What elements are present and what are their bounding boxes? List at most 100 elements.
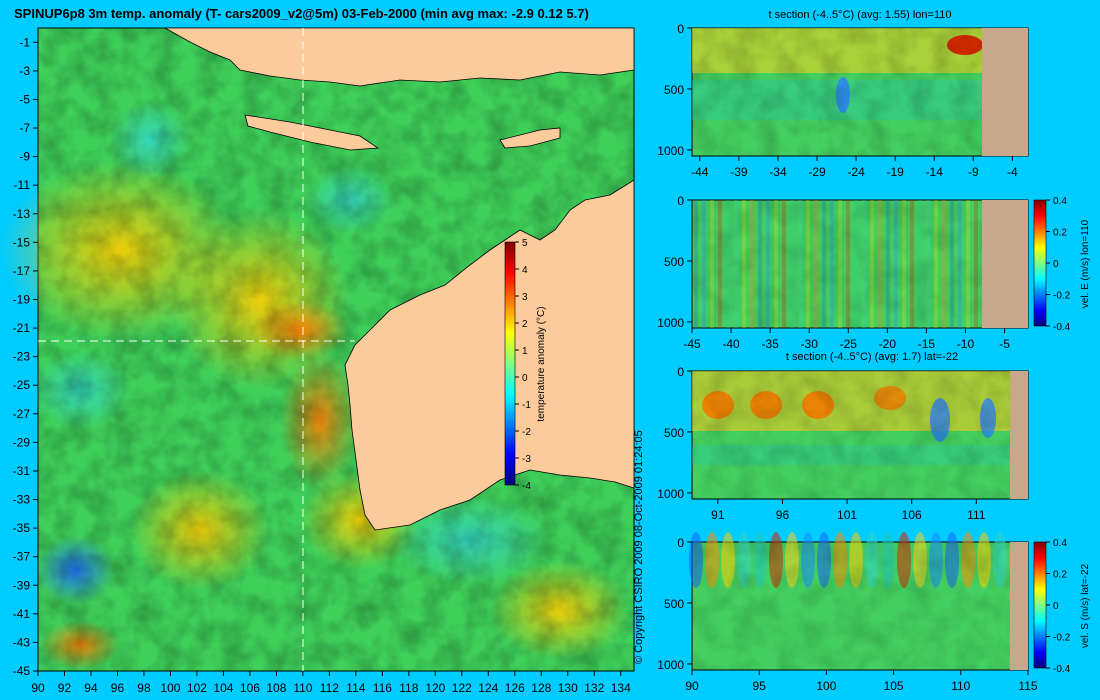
map-land-australia — [344, 179, 635, 531]
section-2-y-tick-label: 500 — [664, 255, 684, 269]
section-4-x-tick-label: 100 — [816, 679, 836, 693]
section-4-x-tick-label: 105 — [884, 679, 904, 693]
map-x-tick-label: 104 — [213, 681, 233, 695]
map-x-tick-label: 102 — [187, 681, 207, 695]
section-1-y-tick-label: 500 — [664, 83, 684, 97]
map-colorbar-gradient — [504, 241, 516, 486]
section-4-colorbar: 0.4 0.2 0 -0.2 -0.4 vel. S (m/s) lat=-22 — [1033, 538, 1091, 675]
section-2-x-tick-label: -35 — [761, 337, 779, 351]
section-3-y-tick-label: 0 — [677, 365, 684, 379]
map-y-tick-label: -33 — [13, 493, 31, 507]
map-x-tick-label: 114 — [346, 681, 365, 695]
section-1-x-tick-label: -14 — [926, 165, 944, 179]
map-y-ticks: -1 -3 -5 -7 -9 -11 -13 -15 -17 -19 -21 -23 -25 -27 -29… — [13, 35, 38, 678]
section-1-x-tick-label: -4 — [1007, 165, 1018, 179]
section-2-y-ticks: 0 500 1000 — [657, 194, 692, 330]
section-2-y-tick-label: 0 — [677, 194, 684, 208]
section-2-x-tick-label: -15 — [918, 337, 936, 351]
map-y-tick-label: -43 — [13, 635, 31, 649]
map-y-tick-label: -1 — [19, 35, 30, 49]
section-4-colorbar-tick-label: -0.4 — [1053, 664, 1071, 675]
map-x-tick-label: 128 — [531, 681, 551, 695]
section-3-x-tick-label: 91 — [711, 508, 725, 522]
map-y-tick-label: -31 — [13, 464, 31, 478]
section-4-colorbar-tick-label: 0.2 — [1053, 570, 1067, 581]
map-colorbar-ticks: 5 4 3 2 1 0 -1 -2 -3 -4 — [515, 238, 531, 492]
section-4-y-tick-label: 500 — [664, 597, 684, 611]
section-2-x-tick-label: -45 — [683, 337, 701, 351]
map-land-indonesia — [163, 27, 635, 87]
map-colorbar-label: temperature anomaly (°C) — [536, 306, 547, 421]
section-panel-1: t section (-4..5°C) (avg: 1.55) lon=110 … — [657, 9, 1029, 179]
map-colorbar-tick-label: 2 — [522, 319, 528, 330]
section-3-x-tick-label: 101 — [837, 508, 857, 522]
section-4-colorbar-gradient — [1033, 541, 1047, 669]
section-3-y-tick-label: 500 — [664, 426, 684, 440]
map-colorbar-tick-label: -4 — [522, 481, 531, 492]
section-4-x-tick-label: 110 — [951, 679, 970, 693]
map-y-tick-label: -45 — [13, 664, 31, 678]
map-colorbar-tick-label: 3 — [522, 292, 528, 303]
map-y-tick-label: -5 — [19, 92, 30, 106]
section-1-land — [982, 28, 1028, 156]
section-2-x-tick-label: -20 — [879, 337, 897, 351]
map-x-tick-label: 124 — [478, 681, 498, 695]
section-2-land — [982, 200, 1028, 328]
map-y-tick-label: -19 — [13, 292, 31, 306]
section-2-y-tick-label: 1000 — [657, 316, 684, 330]
map-x-tick-label: 90 — [31, 681, 45, 695]
map-x-tick-label: 96 — [111, 681, 125, 695]
map-x-tick-label: 122 — [452, 681, 472, 695]
map-x-tick-label: 106 — [240, 681, 260, 695]
section-2-x-tick-label: -5 — [999, 337, 1010, 351]
section-2-colorbar-tick-label: -0.2 — [1053, 291, 1071, 302]
section-2-colorbar-gradient — [1033, 199, 1047, 327]
section-4-colorbar-tick-label: -0.2 — [1053, 633, 1071, 644]
map-x-tick-label: 134 — [611, 681, 631, 695]
map-land-java — [244, 114, 380, 151]
map-colorbar: 5 4 3 2 1 0 -1 -2 -3 -4 temperature anomaly (°C) — [504, 238, 547, 492]
map-colorbar-tick-label: -3 — [522, 454, 531, 465]
map-y-tick-label: -3 — [19, 64, 30, 78]
section-2-colorbar-tick-label: 0.2 — [1053, 228, 1067, 239]
section-4-colorbar-tick-label: 0.4 — [1053, 538, 1067, 549]
section-3-x-tick-label: 111 — [967, 508, 986, 522]
map-colorbar-tick-label: 4 — [522, 265, 528, 276]
map-colorbar-tick-label: 0 — [522, 373, 528, 384]
section-2-x-tick-label: -10 — [957, 337, 975, 351]
section-1-y-tick-label: 1000 — [657, 144, 684, 158]
map-x-tick-label: 118 — [399, 681, 418, 695]
section-4-x-tick-label: 90 — [685, 679, 699, 693]
map-y-tick-label: -29 — [13, 435, 31, 449]
section-2-x-tick-label: -25 — [840, 337, 858, 351]
section-4-colorbar-label: vel. S (m/s) lat=-22 — [1080, 563, 1091, 648]
section-3-x-tick-label: 96 — [776, 508, 790, 522]
map-x-tick-label: 126 — [505, 681, 525, 695]
map-colorbar-tick-label: 5 — [522, 238, 528, 249]
section-1-x-tick-label: -44 — [691, 165, 709, 179]
section-3-y-tick-label: 1000 — [657, 487, 684, 501]
section-4-y-ticks: 0 500 1000 — [657, 536, 692, 672]
map-y-tick-label: -23 — [13, 350, 31, 364]
copyright-text: © Copyright CSIRO 2009 08-Oct-2009 01:24… — [633, 430, 645, 664]
map-colorbar-tick-label: 1 — [522, 346, 528, 357]
section-4-y-tick-label: 1000 — [657, 658, 684, 672]
section-2-x-tick-label: -30 — [801, 337, 819, 351]
map-x-tick-label: 120 — [425, 681, 445, 695]
section-1-x-tick-label: -24 — [847, 165, 865, 179]
section-4-y-tick-label: 0 — [677, 536, 684, 550]
section-3-x-tick-label: 106 — [902, 508, 922, 522]
map-x-tick-label: 94 — [84, 681, 98, 695]
section-2-colorbar-tick-label: -0.4 — [1053, 322, 1071, 333]
map-y-tick-label: -35 — [13, 521, 31, 535]
map-y-tick-label: -15 — [13, 235, 31, 249]
map-x-tick-label: 110 — [293, 681, 312, 695]
section-1-y-ticks: 0 500 1000 — [657, 22, 692, 158]
map-x-tick-label: 98 — [137, 681, 151, 695]
section-panel-3: t section (-4..5°C) (avg: 1.7) lat=-22 9… — [657, 351, 1029, 522]
map-x-tick-label: 130 — [558, 681, 578, 695]
map-x-tick-label: 112 — [320, 681, 339, 695]
map-x-ticks: 90 92 94 96 98 100 102 104 106 108 110 112 114 116 118… — [31, 671, 631, 695]
